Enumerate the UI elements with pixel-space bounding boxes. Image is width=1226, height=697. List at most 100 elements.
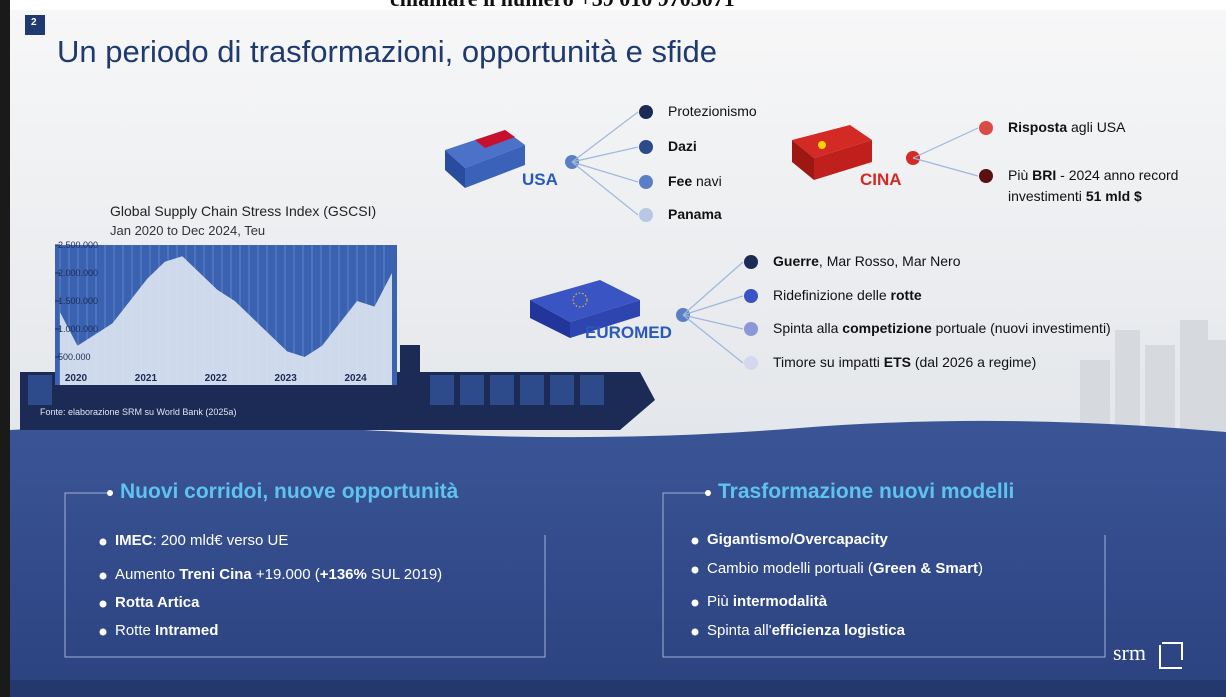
text-run: Timore su impatti [773, 354, 884, 370]
x-tick-label: 2024 [344, 373, 367, 384]
text-run: Panama [668, 206, 722, 222]
bullet-text: Gigantismo/Overcapacity [707, 531, 888, 548]
bullet-dot [744, 356, 758, 370]
bullet-text: Ridefinizione delle rotte [773, 287, 922, 303]
bullet-text: Guerre, Mar Rosso, Mar Nero [773, 253, 961, 269]
branch-label: EUROMED [585, 323, 672, 342]
bullet-dot [691, 566, 699, 574]
bullet-text: IMEC: 200 mld€ verso UE [115, 532, 288, 549]
text-run: Aumento [115, 566, 180, 583]
bullet-text: Panama [668, 206, 722, 222]
text-run: ETS [883, 354, 911, 370]
panel-frame [64, 492, 546, 658]
chart-title: Global Supply Chain Stress Index (GSCSI) [110, 203, 377, 219]
connector [682, 261, 744, 316]
text-run: Rotta Artica [115, 594, 200, 611]
text-run: +136% [319, 566, 367, 583]
slide-number-badge [25, 15, 45, 35]
cina-container [792, 125, 872, 180]
y-tick-label: 2.000.000 [58, 268, 98, 278]
bullet-text: Protezionismo [668, 103, 757, 119]
text-run: Spinta alla [773, 320, 843, 336]
bullet-dot [744, 322, 758, 336]
bullet-text: Più BRI - 2024 anno record [1008, 167, 1178, 183]
y-tick-label: 500.000 [58, 352, 91, 362]
text-run: Intramed [155, 622, 219, 639]
bullet-dot [99, 628, 107, 636]
text-run: Green & Smart [872, 560, 978, 577]
text-run: agli USA [1067, 119, 1126, 135]
bullet-text: Dazi [668, 138, 697, 154]
x-tick-label: 2020 [65, 373, 88, 384]
connector [571, 146, 639, 163]
text-run: 51 mld $ [1085, 188, 1142, 204]
text-run: ) [977, 560, 983, 577]
text-run: Risposta [1008, 119, 1068, 135]
bullet-text: Timore su impatti ETS (dal 2026 a regime… [773, 354, 1036, 370]
y-tick-label: 1.000.000 [58, 324, 98, 334]
logo: srm [1113, 640, 1146, 665]
header-note: chiamare il numero +39 010 9703071 [390, 0, 735, 12]
bullet-text: Fee navi [668, 173, 722, 189]
bullet-text: investimenti 51 mld $ [1008, 188, 1142, 204]
bullet-dot [744, 289, 758, 303]
connector [912, 127, 979, 159]
bullet-text: Più intermodalità [707, 593, 827, 610]
slide-number: 2 [31, 17, 37, 28]
left-edge [0, 0, 10, 697]
text-run: BRI [1032, 167, 1057, 183]
text-run: Cambio modelli portuali ( [707, 560, 873, 577]
text-run: Guerre [773, 253, 819, 269]
text-run: +19.000 ( [251, 566, 320, 583]
bullet-dot [979, 121, 993, 135]
text-run: intermodalità [732, 593, 828, 610]
y-tick-label: 1.500.000 [58, 296, 98, 306]
panel-frame [662, 492, 1106, 658]
slide-title: Un periodo di trasformazioni, opportunit… [57, 34, 717, 69]
text-run: Treni Cina [179, 566, 252, 583]
bullet-dot [99, 572, 107, 580]
chart-subtitle: Jan 2020 to Dec 2024, Teu [110, 223, 266, 238]
bullet-text: Spinta alla competizione portuale (nuovi… [773, 320, 1111, 336]
x-tick-label: 2022 [205, 373, 228, 384]
logo-mark [1159, 642, 1183, 669]
connector [682, 314, 744, 364]
bullet-dot [744, 255, 758, 269]
bullet-dot [639, 175, 653, 189]
text-run: - 2024 anno record [1056, 167, 1179, 183]
bullet-dot [691, 599, 699, 607]
bullet-dot [979, 169, 993, 183]
usa-container [445, 130, 525, 188]
bullet-text: Aumento Treni Cina +19.000 (+136% SUL 20… [115, 566, 442, 583]
branch-label: CINA [860, 170, 902, 189]
city-skyline [1080, 320, 1226, 440]
connector [571, 161, 639, 216]
x-tick-label: 2021 [135, 373, 158, 384]
text-run: Dazi [668, 138, 697, 154]
area [60, 256, 392, 385]
bullet-text: Rotta Artica [115, 594, 199, 611]
text-run: Fee [668, 173, 693, 189]
text-run: Rotte [115, 622, 156, 639]
connector [682, 314, 744, 330]
text-run: Più [1008, 167, 1033, 183]
text-run: (dal 2026 a regime) [910, 354, 1037, 370]
text-run: Ridefinizione delle [773, 287, 891, 303]
bullet-dot [639, 140, 653, 154]
text-run: rotte [890, 287, 922, 303]
bullet-dot [99, 600, 107, 608]
bullet-dot [639, 208, 653, 222]
connector [682, 295, 744, 316]
text-run: , Mar Rosso, Mar Nero [818, 253, 961, 269]
source-note: Fonte: elaborazione SRM su World Bank (2… [40, 407, 237, 417]
connector [571, 111, 639, 163]
bullet-text: Risposta agli USA [1008, 119, 1125, 135]
bullet-dot [99, 538, 107, 546]
sea [10, 420, 1226, 697]
bullet-text: Spinta all'efficienza logistica [707, 622, 905, 639]
panel-title: Nuovi corridoi, nuove opportunità [120, 480, 459, 503]
connector [912, 157, 979, 177]
text-run: Più [707, 593, 733, 610]
